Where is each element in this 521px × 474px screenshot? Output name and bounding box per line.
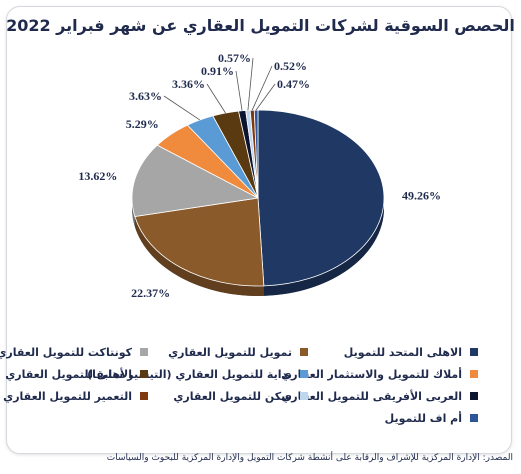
- leader-line: [206, 83, 226, 114]
- legend-swatch: [300, 392, 308, 400]
- legend-swatch: [300, 348, 308, 356]
- data-label: 0.91%: [201, 64, 234, 78]
- data-label: 5.29%: [126, 117, 159, 131]
- legend-label: تمويل للتمويل العقاري: [168, 345, 292, 359]
- legend-item: الاهلى المتحد للتمويل: [308, 341, 478, 363]
- leader-line: [163, 95, 200, 121]
- legend-item: الأهلى للتمويل العقاري: [5, 363, 148, 385]
- chart-title: الحصص السوقية لشركات التمويل العقاري عن …: [6, 16, 515, 35]
- data-label: 13.62%: [78, 169, 117, 183]
- legend-item: العربى الأفريقى للتمويل العقاري: [281, 385, 478, 407]
- legend-item: كونتاكت للتمويل العقاري: [0, 341, 148, 363]
- data-labels-layer: 49.26%22.37%13.62%5.29%3.63%3.36%0.91%0.…: [78, 51, 441, 300]
- legend-label: كونتاكت للتمويل العقاري: [0, 345, 132, 359]
- legend-label: سكن للتمويل العقاري: [173, 389, 292, 403]
- legend-swatch: [140, 348, 148, 356]
- pie-chart: 49.26%22.37%13.62%5.29%3.63%3.36%0.91%0.…: [78, 51, 441, 300]
- leader-line: [255, 83, 276, 111]
- pie-slices-layer: [131, 109, 385, 287]
- legend-label: التعمير للتمويل العقاري: [3, 389, 132, 403]
- legend-label: بداية للتمويل العقاري (التيسير سابقا): [87, 367, 292, 381]
- legend-swatch: [470, 370, 478, 378]
- legend-item: تمويل للتمويل العقاري: [148, 341, 308, 363]
- legend-item: سكن للتمويل العقاري: [148, 385, 308, 407]
- legend-swatch: [470, 348, 478, 356]
- data-label: 49.26%: [402, 189, 441, 203]
- chart-legend: الاهلى المتحد للتمويل تمويل للتمويل العقا…: [0, 341, 478, 429]
- leader-line: [235, 70, 243, 111]
- legend-swatch: [140, 370, 148, 378]
- leader-lines-layer: [163, 57, 276, 121]
- data-label: 0.52%: [274, 59, 307, 73]
- pie-slice: [257, 109, 385, 287]
- legend-item: أم اف للتمويل: [308, 407, 478, 429]
- data-label: 3.63%: [129, 89, 162, 103]
- legend-swatch: [470, 392, 478, 400]
- data-label: 0.47%: [277, 77, 310, 91]
- legend-swatch: [300, 370, 308, 378]
- data-label: 22.37%: [131, 286, 170, 300]
- legend-swatch: [140, 392, 148, 400]
- legend-item: التعمير للتمويل العقاري: [3, 385, 148, 407]
- legend-swatch: [470, 414, 478, 422]
- pie-slice-side: [263, 198, 385, 296]
- pie-slice: [131, 144, 260, 217]
- source-note: المصدر: الإدارة المركزية للإشراف والرقاب…: [106, 453, 513, 463]
- legend-label: الاهلى المتحد للتمويل: [343, 345, 462, 359]
- pie-slice-side: [134, 216, 264, 296]
- leader-line: [251, 65, 273, 111]
- legend-label: أم اف للتمويل: [384, 411, 462, 425]
- legend-label: أملاك للتمويل والاستثمار العقاري: [281, 367, 462, 381]
- pie-slice: [134, 197, 265, 287]
- legend-item: أملاك للتمويل والاستثمار العقاري: [281, 363, 478, 385]
- data-label: 0.57%: [218, 51, 251, 65]
- legend-item: بداية للتمويل العقاري (التيسير سابقا): [87, 363, 308, 385]
- legend-label: الأهلى للتمويل العقاري: [5, 367, 132, 381]
- leader-line: [247, 57, 254, 111]
- legend-label: العربى الأفريقى للتمويل العقاري: [281, 389, 462, 403]
- data-label: 3.36%: [172, 77, 205, 91]
